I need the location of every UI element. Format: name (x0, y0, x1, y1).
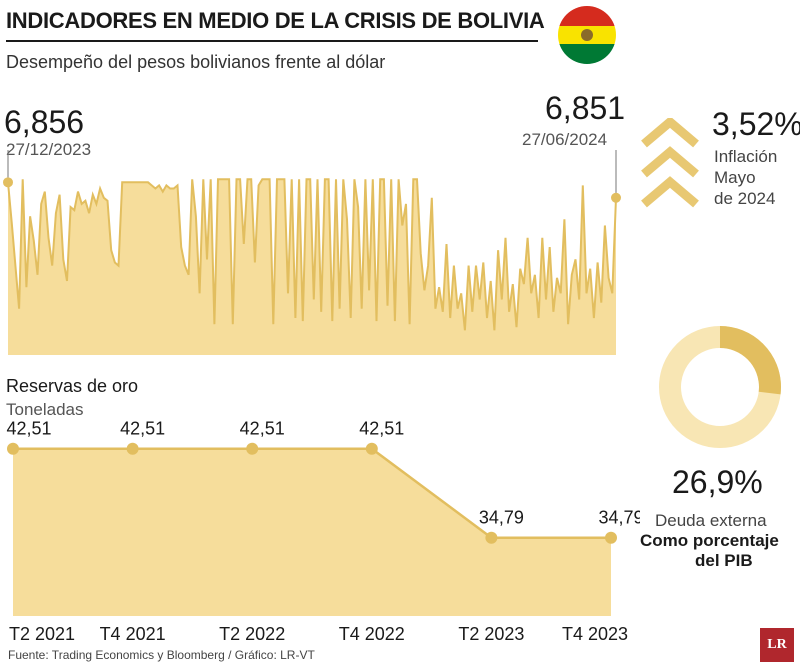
gold-reserves-area (13, 448, 611, 616)
fx-start-point (3, 177, 13, 188)
gold-reserves-point (126, 442, 139, 455)
gold-reserves-data-label: 42,51 (120, 419, 165, 439)
external-debt-value: 26,9% (672, 464, 763, 500)
gold-reserves-data-label: 42,51 (240, 419, 285, 439)
gold-reserves-tick-label: T4 2021 (100, 624, 166, 644)
inflation-label-line: de 2024 (714, 189, 776, 208)
gold-reserves-data-label: 34,79 (479, 508, 524, 528)
fx-end-date: 27/06/2024 (522, 130, 608, 149)
gold-reserves-point (246, 442, 259, 455)
gold-reserves-data-label: 34,79 (598, 508, 640, 528)
source-note: Fuente: Trading Economics y Bloomberg / … (8, 648, 315, 662)
lr-logo: LR (760, 628, 794, 662)
fx-end-point (611, 192, 621, 203)
chevron-up-icon (641, 118, 699, 148)
gold-reserves-point (605, 531, 617, 544)
page-subtitle: Desempeño del pesos bolivianos frente al… (6, 52, 386, 72)
gold-reserves-tick-label: T4 2022 (339, 624, 405, 644)
flag-emblem-icon (581, 29, 593, 41)
flag-band-red (558, 6, 616, 26)
external-debt-donut (659, 326, 781, 448)
gold-reserves-tick-label: T4 2023 (562, 624, 628, 644)
inflation-label-line: Inflación (714, 147, 778, 166)
fx-end-value: 6,851 (545, 90, 626, 126)
gold-reserves-title: Reservas de oro (6, 376, 139, 396)
gold-reserves-tick-label: T2 2021 (9, 624, 75, 644)
gold-reserves-line (13, 447, 611, 539)
inflation-value: 3,52% (712, 106, 800, 142)
external-debt-label: Deuda externa (655, 511, 767, 530)
gold-reserves-unit: Toneladas (6, 400, 84, 419)
external-debt-sublabel: Como porcentaje (640, 531, 779, 550)
gold-reserves-point (7, 442, 19, 455)
exchange-rate-line (7, 178, 617, 331)
gold-reserves-chart: 42,51 T2 2021 42,51 T4 2021 42,51 T2 2022 42,5… (6, 419, 640, 644)
chevron-up-icon (641, 176, 699, 208)
flag-band-green (558, 44, 616, 64)
fx-start-date: 27/12/2023 (6, 140, 92, 159)
fx-start-value: 6,856 (4, 104, 85, 140)
inflation-label: Inflación Mayo de 2024 (714, 146, 777, 209)
inflation-label-line: Mayo (714, 168, 756, 187)
chevron-up-triple-icon (641, 118, 699, 208)
exchange-rate-chart (3, 150, 621, 355)
page-title: INDICADORES EN MEDIO DE LA CRISIS DE BOL… (6, 8, 545, 33)
gold-reserves-point (485, 531, 498, 544)
gold-reserves-point (365, 442, 378, 455)
title-rule (6, 40, 538, 42)
external-debt-sublabel: del PIB (695, 551, 753, 570)
gold-reserves-data-label: 42,51 (359, 419, 404, 439)
gold-reserves-data-label: 42,51 (6, 419, 51, 439)
chevron-up-icon (641, 146, 699, 178)
donut-value-arc (659, 326, 781, 448)
gold-reserves-tick-label: T2 2023 (458, 624, 524, 644)
gold-reserves-tick-label: T2 2022 (219, 624, 285, 644)
bolivia-flag-icon (558, 6, 616, 64)
